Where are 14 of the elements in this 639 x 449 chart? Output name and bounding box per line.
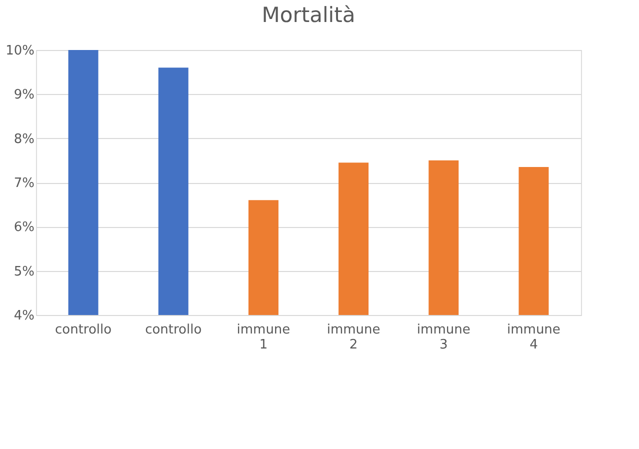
x-tick-label: immune 2 (326, 322, 380, 352)
y-tick-label: 5% (14, 264, 34, 280)
x-tick-label: immune 4 (506, 322, 560, 352)
y-tick-label: 7% (14, 176, 34, 191)
y-tick-label: 6% (14, 220, 34, 236)
y-tick-label: 10% (6, 44, 34, 58)
x-tick-label: immune 1 (236, 322, 290, 352)
x-tick-label: controllo (54, 322, 112, 338)
chart-title: Mortalità (262, 3, 356, 27)
y-tick-label: 4% (14, 308, 34, 324)
x-tick-label: controllo (145, 322, 202, 338)
x-tick-label: immune 3 (416, 322, 470, 352)
y-tick-label: 8% (14, 132, 34, 147)
y-tick-label: 9% (14, 88, 34, 103)
